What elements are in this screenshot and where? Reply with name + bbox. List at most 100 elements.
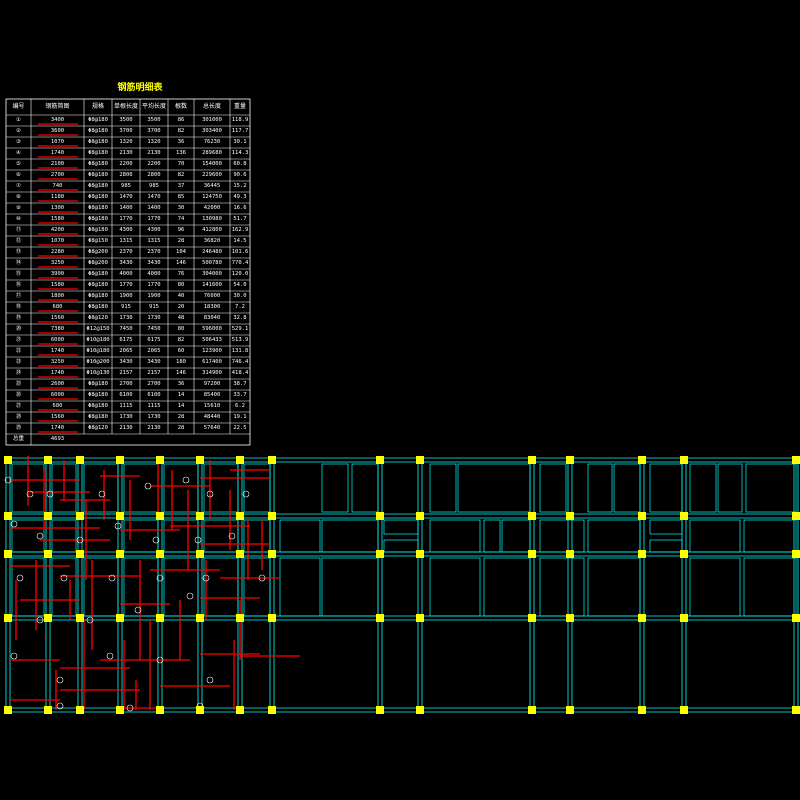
rebar-callout-circle bbox=[10, 520, 18, 528]
rebar-callout-circle bbox=[134, 606, 142, 614]
table-cell: 7450 bbox=[147, 326, 161, 332]
rebar-mark: ⑭ bbox=[15, 260, 22, 266]
table-cell: 32.8 bbox=[233, 315, 247, 321]
rebar-mark: ⑱ bbox=[15, 304, 22, 310]
table-cell: 1730 bbox=[147, 315, 161, 321]
table-cell: 301000 bbox=[202, 117, 222, 123]
rebar-callout-circle bbox=[152, 536, 160, 544]
table-cell: 14 bbox=[177, 403, 185, 409]
table-cell: 1900 bbox=[119, 293, 133, 299]
table-cell: 76000 bbox=[203, 293, 221, 299]
table-cell: Φ8@180 bbox=[88, 161, 108, 167]
column bbox=[566, 614, 574, 622]
slab-panel bbox=[587, 463, 613, 513]
table-cell: 746.4 bbox=[231, 359, 249, 365]
column bbox=[116, 614, 124, 622]
table-cell: 96 bbox=[177, 227, 185, 233]
total-label: 总重 bbox=[12, 436, 24, 442]
table-cell: 136 bbox=[176, 150, 186, 156]
table-cell: 3430 bbox=[119, 359, 133, 365]
table-cell: 2280 bbox=[50, 249, 65, 255]
table-cell: 1115 bbox=[119, 403, 133, 409]
table-cell: 28 bbox=[177, 425, 185, 431]
column bbox=[792, 456, 800, 464]
column bbox=[44, 614, 52, 622]
table-cell: 123900 bbox=[202, 348, 222, 354]
table-cell: 418.4 bbox=[231, 370, 249, 376]
table-cell: 4000 bbox=[147, 271, 161, 277]
slab-panel bbox=[429, 463, 457, 513]
table-header-cell: 编号 bbox=[12, 103, 25, 110]
rebar-callout-circle bbox=[16, 574, 24, 582]
table-cell: 740 bbox=[52, 183, 63, 189]
rebar-mark: ⑳ bbox=[15, 326, 22, 332]
slab-panel bbox=[539, 519, 585, 553]
table-cell: 1580 bbox=[50, 282, 65, 288]
rebar-callout-circle bbox=[144, 482, 152, 490]
rebar-callout-circle bbox=[76, 536, 84, 544]
rebar-callout-circle bbox=[156, 574, 164, 582]
table-cell: 36 bbox=[177, 381, 185, 387]
table-cell: 915 bbox=[149, 304, 159, 310]
table-cell: 304000 bbox=[202, 271, 222, 277]
column bbox=[680, 512, 688, 520]
rebar-callout-circle bbox=[258, 574, 266, 582]
table-cell: Φ8@180 bbox=[88, 381, 108, 387]
slab-panel bbox=[743, 557, 797, 617]
table-cell: Φ8@120 bbox=[88, 425, 108, 431]
table-cell: Φ8@180 bbox=[88, 414, 108, 420]
table-cell: 20 bbox=[177, 304, 185, 310]
table-cell: Φ8@180 bbox=[88, 194, 108, 200]
slab-panel bbox=[203, 519, 239, 553]
table-cell: 18300 bbox=[203, 304, 221, 310]
table-cell: 229600 bbox=[202, 172, 222, 178]
rebar-callout-circle bbox=[26, 490, 34, 498]
table-cell: 303400 bbox=[202, 128, 222, 134]
table-cell: 314900 bbox=[202, 370, 222, 376]
column bbox=[236, 706, 244, 714]
table-cell: 6175 bbox=[147, 337, 161, 343]
table-cell: Φ8@180 bbox=[88, 117, 108, 123]
table-cell: 6100 bbox=[147, 392, 161, 398]
table-cell: 2200 bbox=[119, 161, 133, 167]
rebar-callout-circle bbox=[60, 574, 68, 582]
table-cell: 3400 bbox=[50, 117, 65, 123]
rebar-mark: ⑨ bbox=[16, 205, 21, 211]
table-cell: 1400 bbox=[147, 205, 161, 211]
slab-panel bbox=[649, 519, 683, 535]
table-cell: 2600 bbox=[50, 381, 65, 387]
column bbox=[566, 706, 574, 714]
rebar-mark: ⑪ bbox=[15, 227, 22, 233]
table-cell: 1400 bbox=[119, 205, 133, 211]
table-cell: 1070 bbox=[50, 139, 65, 145]
table-cell: 154000 bbox=[202, 161, 222, 167]
table-cell: 1320 bbox=[147, 139, 161, 145]
table-cell: 3430 bbox=[119, 260, 133, 266]
table-cell: 141600 bbox=[202, 282, 222, 288]
table-cell: Φ8@180 bbox=[88, 392, 108, 398]
column bbox=[416, 614, 424, 622]
column bbox=[528, 456, 536, 464]
column bbox=[638, 706, 646, 714]
slab-panel bbox=[123, 463, 159, 513]
table-cell: 40 bbox=[177, 293, 185, 299]
column bbox=[116, 706, 124, 714]
table-cell: Φ8@180 bbox=[88, 150, 108, 156]
column bbox=[76, 614, 84, 622]
table-cell: 1180 bbox=[50, 194, 65, 200]
table-cell: 596000 bbox=[202, 326, 222, 332]
table-cell: 2157 bbox=[119, 370, 133, 376]
table-cell: 1770 bbox=[119, 282, 133, 288]
column bbox=[196, 614, 204, 622]
rebar-callout-circle bbox=[106, 652, 114, 660]
column bbox=[376, 550, 384, 558]
column bbox=[792, 614, 800, 622]
column bbox=[268, 512, 276, 520]
column bbox=[680, 550, 688, 558]
rebar-table-lines bbox=[5, 98, 251, 446]
table-cell: 48440 bbox=[203, 414, 221, 420]
column bbox=[680, 614, 688, 622]
column bbox=[4, 456, 12, 464]
rebar-callout-circle bbox=[36, 532, 44, 540]
table-cell: 6100 bbox=[119, 392, 133, 398]
